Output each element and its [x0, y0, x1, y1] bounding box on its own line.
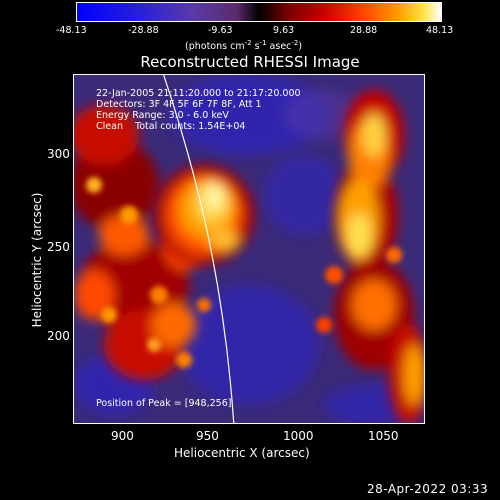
colorbar-tick: -48.13: [56, 25, 87, 36]
colorbar-tick: -9.63: [208, 25, 233, 36]
timestamp: 28-Apr-2022 03:33: [367, 482, 489, 496]
plot-title: Reconstructed RHESSI Image: [140, 53, 360, 71]
colorbar-tick: 28.88: [350, 25, 378, 36]
clean-total-counts: Clean Total counts: 1.54E+04: [96, 121, 246, 132]
colorbar-unit: (photons cm-2 s-1 asec-2): [185, 39, 303, 53]
y-tick: 300: [47, 147, 70, 161]
colorbar-tick: 48.13: [426, 25, 454, 36]
energy-range: Energy Range: 3.0 - 6.0 keV: [96, 110, 229, 121]
rhessi-image-layer: [74, 75, 424, 423]
colorbar: [76, 2, 442, 22]
y-tick: 250: [47, 240, 70, 254]
x-tick: 1050: [368, 429, 399, 443]
observation-time: 22-Jan-2005 21:11:20.000 to 21:17:20.000: [96, 88, 301, 99]
x-tick: 950: [196, 429, 219, 443]
colorbar-tick: -28.88: [128, 25, 159, 36]
y-tick: 200: [47, 329, 70, 343]
x-tick: 900: [111, 429, 134, 443]
rhessi-image: 22-Jan-2005 21:11:20.000 to 21:17:20.000…: [73, 74, 425, 424]
peak-position: Position of Peak = [948,256]: [96, 398, 232, 409]
x-tick: 1000: [283, 429, 314, 443]
colorbar-tick: 9.63: [273, 25, 295, 36]
y-axis-label: Heliocentric Y (arcsec): [30, 192, 44, 328]
x-axis-label: Heliocentric X (arcsec): [174, 446, 310, 460]
detectors-info: Detectors: 3F 4F 5F 6F 7F 8F, Att 1: [96, 99, 262, 110]
